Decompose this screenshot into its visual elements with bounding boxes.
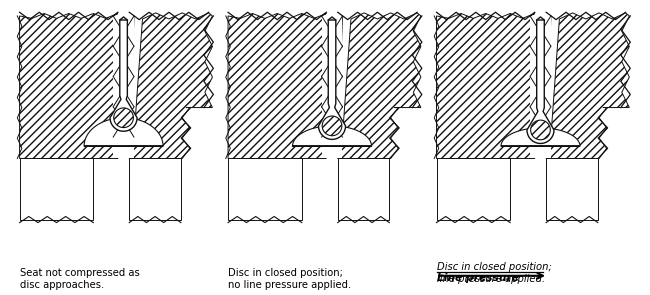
Ellipse shape	[114, 108, 133, 127]
Polygon shape	[546, 158, 598, 219]
Polygon shape	[125, 13, 213, 158]
Polygon shape	[20, 14, 123, 158]
Polygon shape	[110, 20, 137, 131]
Polygon shape	[333, 13, 421, 158]
Text: Disc in closed position;
no line pressure applied.: Disc in closed position; no line pressur…	[228, 268, 351, 290]
Text: Disc in closed position;
line pressure applied.: Disc in closed position; line pressure a…	[437, 262, 551, 284]
Text: Line pressure: Line pressure	[437, 273, 519, 283]
Polygon shape	[228, 158, 302, 219]
Polygon shape	[20, 158, 94, 219]
Polygon shape	[129, 158, 181, 219]
Ellipse shape	[322, 116, 342, 136]
Polygon shape	[530, 16, 551, 158]
Polygon shape	[113, 16, 134, 158]
Text: Seat not compressed as
disc approaches.: Seat not compressed as disc approaches.	[20, 268, 139, 290]
Ellipse shape	[530, 120, 551, 140]
Polygon shape	[437, 158, 510, 219]
Polygon shape	[322, 16, 343, 158]
Polygon shape	[527, 20, 554, 143]
Polygon shape	[338, 158, 389, 219]
Polygon shape	[437, 14, 540, 158]
Polygon shape	[541, 13, 629, 158]
Polygon shape	[318, 20, 346, 139]
Polygon shape	[292, 126, 372, 146]
Polygon shape	[84, 118, 163, 146]
Polygon shape	[501, 128, 580, 146]
Polygon shape	[228, 14, 331, 158]
